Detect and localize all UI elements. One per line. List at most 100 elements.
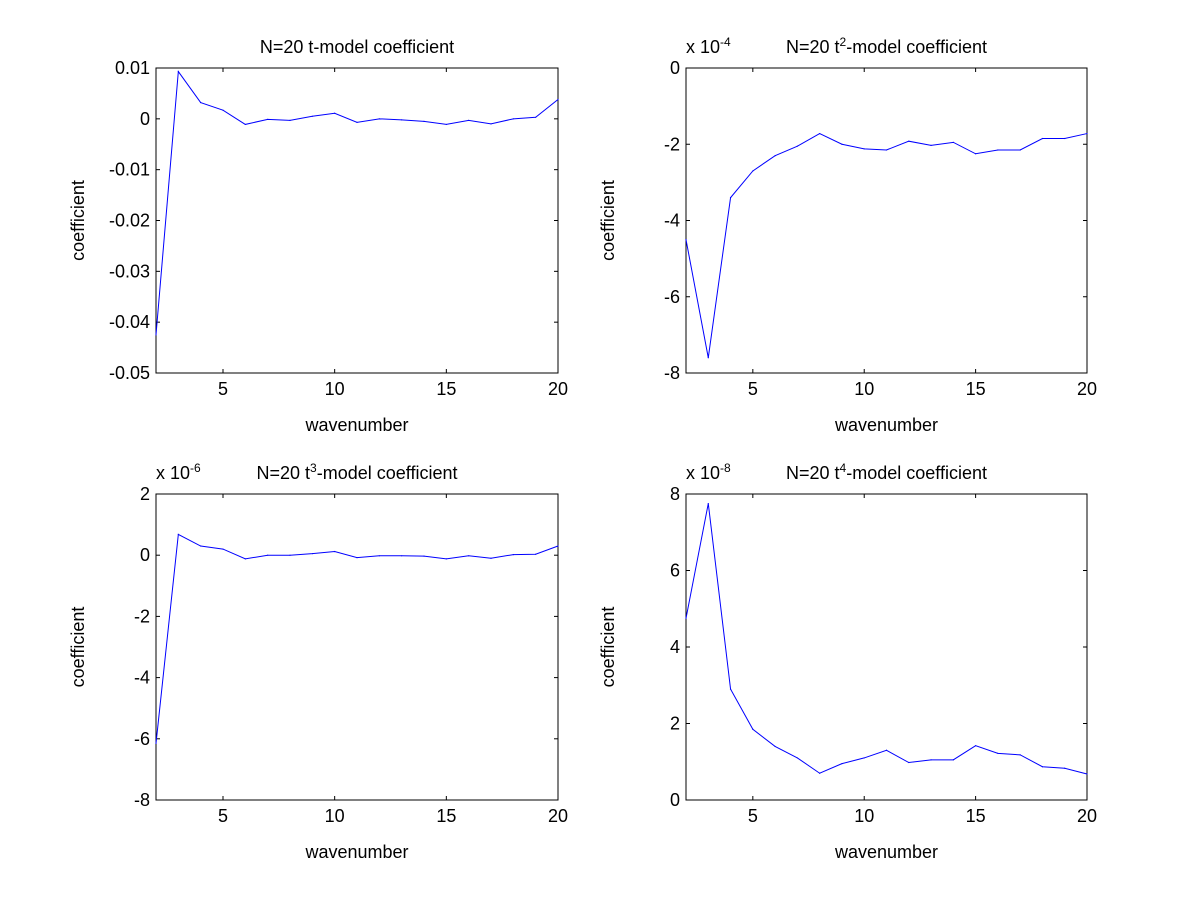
plot-frame [685, 493, 1088, 801]
data-point [908, 761, 910, 764]
axis-exponent-label: x 10-6 [156, 461, 201, 483]
data-point [885, 149, 888, 151]
data-point [1041, 137, 1044, 140]
data-point [774, 745, 776, 748]
chart-title: N=20 t4-model coefficient [786, 461, 987, 483]
chart-title: N=20 t3-model coefficient [257, 461, 458, 483]
chart-title: N=20 t2-model coefficient [786, 35, 987, 57]
y-axis-label: coefficient [68, 607, 88, 688]
data-point [535, 116, 537, 118]
data-point [863, 757, 865, 759]
x-axis-label: wavenumber [834, 415, 938, 435]
y-tick-label: -4 [134, 668, 150, 688]
y-tick-label: -2 [134, 606, 150, 626]
y-tick-label: -0.02 [109, 211, 150, 231]
data-point [1064, 137, 1066, 140]
data-point [685, 617, 687, 619]
data-point [200, 101, 202, 104]
data-point [423, 555, 425, 557]
data-point [200, 545, 202, 547]
data-point [819, 132, 821, 135]
data-point [512, 553, 514, 556]
data-point [334, 112, 336, 114]
data-point [729, 197, 732, 199]
data-point [841, 763, 843, 765]
y-tick-label: 0.01 [115, 58, 150, 78]
x-tick-label: 15 [436, 379, 456, 399]
x-tick-label: 20 [1077, 379, 1097, 399]
data-point [512, 118, 514, 120]
data-point [311, 115, 313, 117]
data-point [819, 772, 821, 774]
y-tick-label: -0.01 [109, 160, 150, 180]
data-point [997, 149, 999, 151]
x-tick-label: 5 [748, 806, 758, 826]
x-axis-label: wavenumber [304, 842, 408, 862]
y-tick-label: 2 [670, 714, 680, 734]
data-point [1086, 132, 1088, 135]
y-tick-label: 0 [670, 790, 680, 810]
y-tick-label: -0.04 [109, 312, 150, 332]
data-point [356, 121, 358, 123]
chart-title: N=20 t-model coefficient [260, 37, 454, 57]
plot-frame [685, 67, 1088, 374]
y-tick-label: 0 [140, 545, 150, 565]
axis-exponent-label: x 10-8 [686, 461, 731, 483]
y-axis-label: coefficient [68, 180, 88, 261]
y-tick-label: -6 [134, 729, 150, 749]
x-tick-label: 15 [966, 806, 986, 826]
data-point [445, 558, 447, 560]
y-tick-label: 0 [670, 58, 680, 78]
data-point [1086, 773, 1088, 775]
y-tick-label: 8 [670, 484, 680, 504]
subplot-2: 5 10 15 20 -8 -6 -4 -2 0 N=20 t2-model coefficien… [598, 35, 1097, 435]
data-point [222, 548, 224, 550]
x-tick-label: 15 [436, 806, 456, 826]
data-point [378, 555, 380, 557]
data-point [1019, 754, 1021, 756]
data-point [289, 119, 291, 121]
data-point [930, 144, 932, 146]
x-axis-label: wavenumber [304, 415, 408, 435]
y-tick-label: 6 [670, 561, 680, 581]
y-tick-label: 4 [670, 637, 680, 657]
data-point [289, 554, 291, 556]
data-point [222, 109, 224, 111]
data-point [1041, 766, 1044, 768]
data-point [334, 550, 336, 553]
data-point [468, 119, 470, 121]
x-tick-label: 20 [548, 379, 568, 399]
plot-frame [155, 67, 559, 374]
data-point [535, 553, 537, 555]
data-point [930, 759, 932, 761]
data-point [177, 533, 179, 535]
x-tick-label: 5 [748, 379, 758, 399]
data-point [557, 98, 559, 101]
data-point [490, 557, 492, 559]
data-point [952, 141, 954, 143]
y-tick-label: -0.03 [109, 261, 150, 281]
data-point [356, 557, 358, 559]
data-point [885, 749, 888, 751]
y-tick-label: -8 [134, 790, 150, 810]
data-point [796, 145, 798, 147]
axis-exponent-label: x 10-4 [686, 35, 731, 57]
y-tick-label: 2 [140, 484, 150, 504]
data-point [997, 752, 999, 754]
x-tick-label: 5 [218, 806, 228, 826]
x-axis-label: wavenumber [834, 842, 938, 862]
x-tick-label: 10 [854, 379, 874, 399]
x-tick-label: 5 [218, 379, 228, 399]
data-point [244, 123, 246, 126]
y-tick-label: -0.05 [109, 363, 150, 383]
data-point [1064, 767, 1066, 769]
x-tick-label: 20 [1077, 806, 1097, 826]
x-tick-label: 15 [966, 379, 986, 399]
data-point [752, 170, 754, 172]
y-tick-label: -2 [664, 134, 680, 154]
data-point [177, 70, 179, 73]
x-tick-label: 10 [854, 806, 874, 826]
data-point [774, 155, 776, 157]
subplot-1: 5 10 15 20 -0.05 -0.04 -0.03 -0.02 -0.01 0 0.01 N=2… [68, 37, 568, 435]
